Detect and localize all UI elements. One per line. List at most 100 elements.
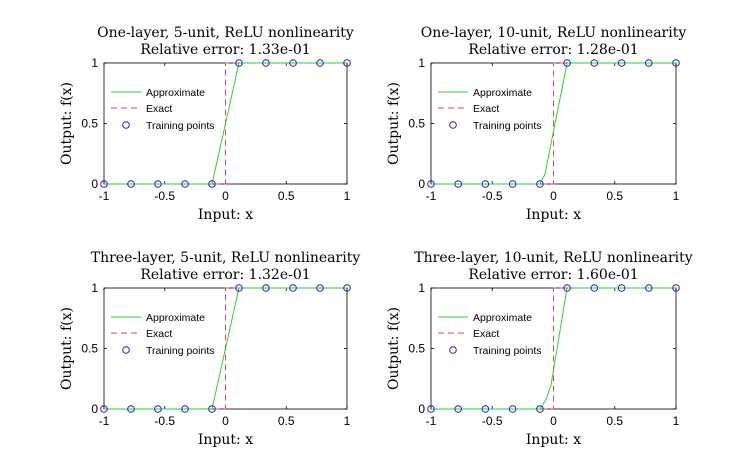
legend-exact-label: Exact [146,328,172,340]
y-tick-label: 0.5 [408,342,425,356]
training-point [536,180,544,188]
legend: Approximate Exact Training points [111,312,214,357]
x-tick-label: -1 [426,414,437,428]
training-point [289,284,297,292]
training-point [181,180,189,188]
training-point [563,59,571,67]
training-point [127,405,135,413]
training-point [154,405,162,413]
y-tick-label: 0.5 [81,342,98,356]
x-tick-label: -0.5 [482,189,503,203]
legend-training-swatch [122,121,130,129]
training-point [289,59,297,67]
training-point [617,284,626,292]
training-point [154,180,162,188]
legend-approximate-label: Approximate [146,312,205,324]
x-tick-label: -0.5 [482,414,503,428]
x-tick-label: 0 [222,414,229,428]
training-point [590,59,599,67]
subplot-2: One-layer, 10-unit, ReLU nonlinearityRel… [386,25,686,223]
training-point [343,59,351,67]
subplot-title: Three-layer, 10-unit, ReLU nonlinearity [414,250,692,266]
y-axis-label: Output: f(x) [59,307,75,390]
y-tick-label: 0 [91,177,98,191]
x-axis-label: Input: x [198,432,253,448]
legend: Approximate Exact Training points [111,87,214,132]
training-point [427,180,435,188]
training-point [481,405,490,413]
x-tick-label: 1 [673,414,680,428]
subplot-subtitle: Relative error: 1.60e-01 [468,267,638,283]
subplot-subtitle: Relative error: 1.28e-01 [468,42,638,58]
x-tick-label: 0.5 [278,414,295,428]
training-point [343,284,351,292]
approximate-line [104,287,347,410]
x-axis-label: Input: x [198,207,253,223]
training-point [617,59,626,67]
training-point [645,59,653,67]
training-point [427,405,435,413]
training-point [508,405,517,413]
y-tick-label: 1 [418,56,425,70]
training-point [316,284,324,292]
training-point [127,180,135,188]
training-point [262,59,270,67]
y-tick-label: 1 [91,281,98,295]
legend-approximate-label: Approximate [473,312,532,324]
legend-training-label: Training points [473,120,541,132]
subplot-title: Three-layer, 5-unit, ReLU nonlinearity [91,250,361,266]
legend-approximate-label: Approximate [473,87,532,99]
training-point [454,180,462,188]
training-point [235,284,243,292]
training-point [181,405,189,413]
legend-exact-label: Exact [146,103,172,115]
approximate-line [431,62,676,185]
x-axis-label: Input: x [526,207,581,223]
legend-training-swatch [449,121,457,129]
training-point [481,180,490,188]
x-tick-label: -1 [426,189,437,203]
legend: Approximate Exact Training points [438,312,541,357]
legend: Approximate Exact Training points [438,87,541,132]
subplot-subtitle: Relative error: 1.33e-01 [140,42,310,58]
training-point [235,59,243,67]
x-tick-label: 0 [222,189,229,203]
approximate-line [431,287,676,410]
training-point [316,59,324,67]
y-axis-label: Output: f(x) [386,82,402,165]
training-point [208,180,216,188]
subplot-1: One-layer, 5-unit, ReLU nonlinearityRela… [59,25,354,223]
y-tick-label: 0 [418,402,425,416]
legend-training-swatch [122,346,130,354]
y-tick-label: 0.5 [81,117,98,131]
x-tick-label: 1 [344,414,351,428]
y-tick-label: 0 [91,402,98,416]
y-axis-label: Output: f(x) [59,82,75,165]
legend-exact-label: Exact [473,328,499,340]
x-tick-label: 0 [550,189,557,203]
training-point [454,405,462,413]
subplot-subtitle: Relative error: 1.32e-01 [140,267,310,283]
subplot-4: Three-layer, 10-unit, ReLU nonlinearityR… [386,250,693,448]
x-tick-label: -0.5 [154,414,175,428]
x-tick-label: -0.5 [154,189,175,203]
legend-approximate-label: Approximate [146,87,205,99]
y-tick-label: 0 [418,177,425,191]
legend-training-label: Training points [473,345,541,357]
legend-training-label: Training points [146,120,214,132]
training-point [563,284,571,292]
y-tick-label: 1 [91,56,98,70]
x-tick-label: 0.5 [606,189,623,203]
training-point [100,180,108,188]
training-point [208,405,216,413]
subplot-title: One-layer, 10-unit, ReLU nonlinearity [421,25,687,41]
x-tick-label: 0.5 [278,189,295,203]
training-point [590,284,599,292]
training-point [262,284,270,292]
legend-training-swatch [449,346,457,354]
training-point [672,284,680,292]
subplot-3: Three-layer, 5-unit, ReLU nonlinearityRe… [59,250,360,448]
y-tick-label: 0.5 [408,117,425,131]
x-tick-label: 0.5 [606,414,623,428]
legend-exact-label: Exact [473,103,499,115]
